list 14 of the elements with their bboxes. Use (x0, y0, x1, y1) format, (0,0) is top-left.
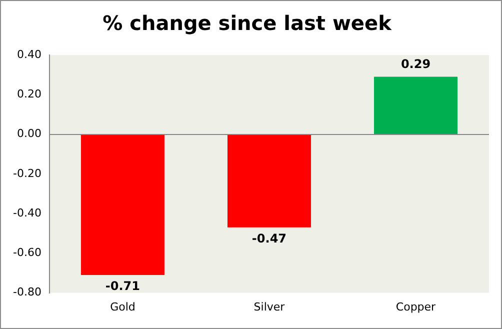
y-tick-label: -0.20 (12, 166, 42, 180)
y-tick-label: -0.80 (12, 286, 42, 299)
chart-title: % change since last week (102, 11, 392, 36)
x-tick-label: Silver (254, 300, 286, 314)
data-label: -0.47 (252, 232, 287, 246)
x-tick-label: Copper (396, 300, 436, 314)
y-tick-label: 0.20 (16, 87, 42, 100)
y-tick-label: -0.40 (12, 206, 42, 220)
data-label: -0.71 (105, 279, 140, 294)
y-tick-label: 0.00 (16, 127, 42, 140)
y-tick-label: 0.40 (16, 48, 42, 61)
data-label: 0.29 (400, 56, 431, 71)
x-tick-label: Gold (110, 300, 136, 314)
y-tick-label: -0.60 (12, 246, 42, 260)
